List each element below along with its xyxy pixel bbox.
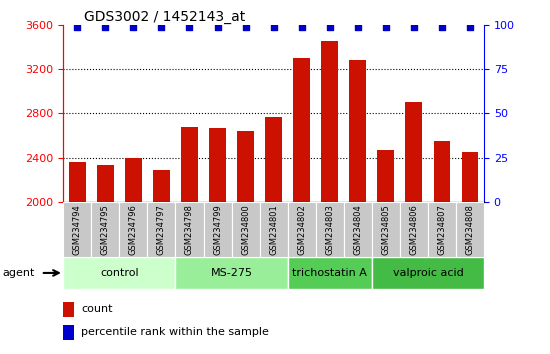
Bar [461, 152, 478, 202]
Text: GSM234806: GSM234806 [409, 205, 419, 255]
Text: GDS3002 / 1452143_at: GDS3002 / 1452143_at [84, 10, 245, 24]
Point [129, 24, 138, 29]
Bar [181, 127, 198, 202]
Point [73, 24, 82, 29]
Point [213, 24, 222, 29]
Text: trichostatin A: trichostatin A [292, 268, 367, 278]
Text: GSM234799: GSM234799 [213, 205, 222, 255]
Text: GSM234797: GSM234797 [157, 205, 166, 255]
Bar [293, 58, 310, 202]
Text: GSM234800: GSM234800 [241, 205, 250, 255]
Bar [316, 202, 344, 257]
Bar [175, 257, 288, 289]
Bar [63, 302, 74, 317]
Text: GSM234796: GSM234796 [129, 205, 138, 255]
Bar [433, 141, 450, 202]
Bar [125, 158, 142, 202]
Point [101, 24, 110, 29]
Text: GSM234801: GSM234801 [269, 205, 278, 255]
Bar [69, 162, 86, 202]
Bar [349, 60, 366, 202]
Point [438, 24, 447, 29]
Bar [456, 202, 484, 257]
Bar [209, 128, 226, 202]
Bar [428, 202, 456, 257]
Text: percentile rank within the sample: percentile rank within the sample [81, 327, 269, 337]
Text: valproic acid: valproic acid [393, 268, 463, 278]
Bar [260, 202, 288, 257]
Point [465, 24, 474, 29]
Bar [405, 102, 422, 202]
Bar [119, 202, 147, 257]
Text: GSM234808: GSM234808 [465, 205, 475, 255]
Bar [232, 202, 260, 257]
Text: GSM234802: GSM234802 [297, 205, 306, 255]
Bar [175, 202, 204, 257]
Bar [372, 257, 484, 289]
Text: GSM234804: GSM234804 [353, 205, 362, 255]
Bar [91, 202, 119, 257]
Point [382, 24, 390, 29]
Bar [400, 202, 428, 257]
Point [409, 24, 418, 29]
Point [326, 24, 334, 29]
Text: GSM234798: GSM234798 [185, 205, 194, 255]
Bar [63, 325, 74, 340]
Bar [372, 202, 400, 257]
Bar [265, 116, 282, 202]
Bar [204, 202, 232, 257]
Text: GSM234803: GSM234803 [325, 205, 334, 255]
Point [270, 24, 278, 29]
Text: GSM234794: GSM234794 [73, 205, 82, 255]
Text: GSM234807: GSM234807 [437, 205, 447, 255]
Text: count: count [81, 304, 112, 314]
Point [185, 24, 194, 29]
Bar [321, 41, 338, 202]
Point [157, 24, 166, 29]
Text: GSM234795: GSM234795 [101, 205, 110, 255]
Bar [147, 202, 175, 257]
Text: agent: agent [3, 268, 35, 278]
Bar [63, 202, 91, 257]
Text: GSM234805: GSM234805 [381, 205, 390, 255]
Point [297, 24, 306, 29]
Bar [377, 150, 394, 202]
Bar [237, 131, 254, 202]
Bar [63, 257, 175, 289]
Point [353, 24, 362, 29]
Bar [344, 202, 372, 257]
Bar [97, 165, 114, 202]
Text: MS-275: MS-275 [211, 268, 252, 278]
Point [241, 24, 250, 29]
Text: control: control [100, 268, 139, 278]
Bar [153, 170, 170, 202]
Bar [288, 257, 372, 289]
Bar [288, 202, 316, 257]
